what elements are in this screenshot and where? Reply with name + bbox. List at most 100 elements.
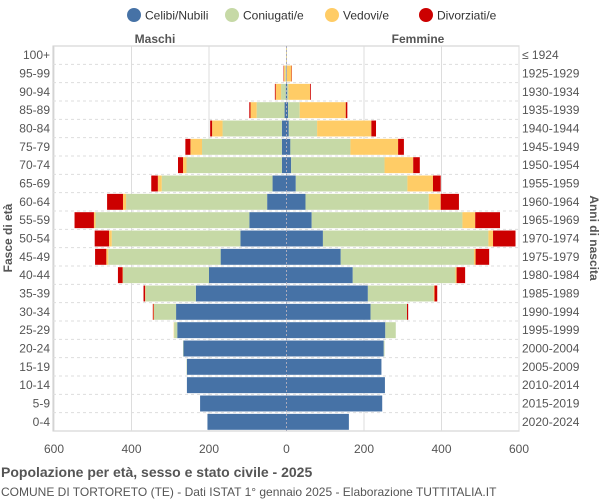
age-label: 80-84 — [19, 122, 50, 136]
bar-female-coniugate — [340, 248, 475, 265]
bar-female-divorziate — [456, 267, 466, 284]
bar-male-celibi — [249, 212, 287, 229]
bar-male-coniugati — [111, 230, 241, 247]
bar-male-coniugati — [161, 175, 273, 192]
birth-year-label: 1930-1934 — [522, 85, 580, 99]
bar-female-nubili — [286, 175, 296, 192]
age-label: 100+ — [23, 48, 50, 62]
y-axis-title-left: Fasce di età — [1, 203, 15, 272]
age-label: 15-19 — [19, 360, 50, 374]
chart-subtitle: COMUNE DI TORTORETO (TE) - Dati ISTAT 1°… — [1, 485, 497, 499]
age-label: 90-94 — [19, 85, 50, 99]
bar-male-divorziati — [178, 157, 184, 174]
bar-female-nubili — [286, 102, 289, 119]
bar-male-coniugati — [95, 212, 250, 229]
bar-male-divorziati — [185, 138, 191, 155]
bar-male-divorziati — [107, 193, 123, 210]
age-label: 65-69 — [19, 177, 50, 191]
bar-female-divorziate — [432, 175, 441, 192]
bar-female-divorziate — [345, 102, 348, 119]
age-label: 45-49 — [19, 250, 50, 264]
bar-male-coniugati — [108, 248, 221, 265]
legend-marker — [127, 8, 141, 22]
legend-label: Divorziati/e — [437, 9, 497, 23]
legend-label: Coniugati/e — [243, 9, 304, 23]
bar-male-divorziati — [94, 230, 110, 247]
birth-year-label: 1995-1999 — [522, 323, 580, 337]
legend-marker — [325, 8, 339, 22]
males-label: Maschi — [135, 32, 176, 46]
age-label: 10-14 — [19, 378, 50, 392]
bar-female-coniugate — [311, 212, 463, 229]
bar-female-divorziate — [475, 248, 490, 265]
birth-year-label: 1965-1969 — [522, 213, 580, 227]
bar-female-coniugate — [383, 340, 385, 357]
bar-female-nubili — [286, 138, 291, 155]
bar-female-divorziate — [475, 212, 501, 229]
birth-year-label: 1935-1939 — [522, 103, 580, 117]
bar-male-divorziati — [117, 267, 123, 284]
legend-label: Vedovi/e — [343, 9, 389, 23]
bar-male-vedovi — [183, 157, 187, 174]
x-tick-label: 200 — [354, 442, 374, 456]
bar-female-vedove — [407, 175, 433, 192]
birth-year-label: ≤ 1924 — [522, 48, 559, 62]
bar-female-divorziate — [440, 193, 459, 210]
birth-year-label: 2015-2019 — [522, 397, 580, 411]
chart-title: Popolazione per età, sesso e stato civil… — [1, 464, 313, 480]
bar-female-nubili — [286, 248, 341, 265]
bar-female-divorziate — [413, 157, 420, 174]
bar-female-nubili — [286, 322, 386, 339]
bar-female-nubili — [286, 157, 292, 174]
birth-year-label: 1985-1989 — [522, 287, 580, 301]
age-label: 5-9 — [33, 397, 51, 411]
bar-male-celibi — [177, 322, 287, 339]
bar-male-vedovi — [212, 120, 223, 137]
bar-female-coniugate — [370, 303, 408, 320]
age-label: 85-89 — [19, 103, 50, 117]
bar-female-nubili — [286, 230, 323, 247]
age-label: 95-99 — [19, 67, 50, 81]
bar-male-coniugati — [153, 303, 177, 320]
bar-female-divorziate — [434, 285, 438, 302]
bar-female-vedove — [462, 212, 476, 229]
bar-male-divorziati — [74, 212, 94, 229]
bar-female-nubili — [286, 395, 383, 412]
bar-female-divorziate — [371, 120, 377, 137]
bar-male-celibi — [272, 175, 287, 192]
age-label: 20-24 — [19, 342, 50, 356]
birth-year-label: 1955-1959 — [522, 177, 580, 191]
birth-year-label: 1945-1949 — [522, 140, 580, 154]
birth-year-label: 2000-2004 — [522, 342, 580, 356]
bar-female-vedove — [488, 230, 494, 247]
bar-male-celibi — [281, 157, 287, 174]
bar-male-vedovi — [157, 175, 162, 192]
bar-male-celibi — [195, 285, 287, 302]
bar-female-nubili — [286, 120, 289, 137]
bar-female-nubili — [286, 212, 312, 229]
bar-female-vedove — [286, 65, 292, 82]
bar-female-coniugate — [291, 157, 385, 174]
age-label: 75-79 — [19, 140, 50, 154]
bar-male-divorziati — [151, 175, 158, 192]
bar-female-nubili — [286, 285, 368, 302]
bar-male-celibi — [267, 193, 287, 210]
bar-male-vedovi — [122, 193, 127, 210]
bar-male-celibi — [281, 120, 287, 137]
x-tick-label: 400 — [431, 442, 451, 456]
bar-female-divorziate — [407, 303, 409, 320]
birth-year-label: 1970-1974 — [522, 232, 580, 246]
bar-male-celibi — [207, 413, 287, 430]
bar-female-coniugate — [367, 285, 434, 302]
bar-male-vedovi — [93, 212, 96, 229]
bar-female-nubili — [286, 340, 384, 357]
bar-male-vedovi — [275, 83, 282, 100]
bar-female-coniugate — [290, 138, 351, 155]
bar-male-coniugati — [281, 83, 286, 100]
x-tick-label: 0 — [283, 442, 290, 456]
bar-female-vedove — [428, 193, 441, 210]
bar-female-coniugate — [288, 120, 318, 137]
bar-male-celibi — [284, 102, 287, 119]
birth-year-label: 1980-1984 — [522, 268, 580, 282]
